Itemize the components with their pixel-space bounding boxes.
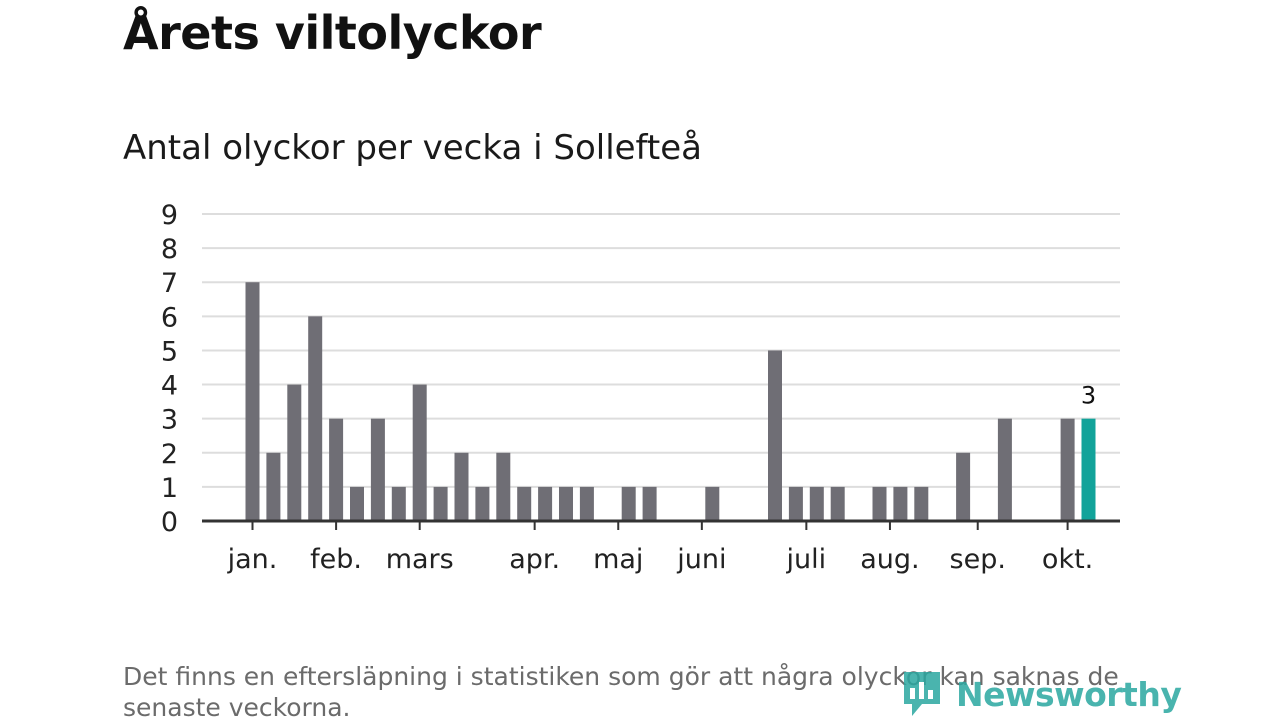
x-tick-label: juni — [676, 544, 726, 575]
bar — [475, 486, 490, 521]
newsworthy-logo: Newsworthy — [900, 668, 1182, 720]
bar — [893, 486, 908, 521]
bar — [391, 486, 406, 521]
y-tick-label: 4 — [161, 371, 178, 402]
bar — [329, 418, 344, 521]
bar — [956, 452, 971, 521]
bar-highlight — [1081, 418, 1096, 521]
x-tick-label: juli — [786, 544, 827, 575]
bar — [245, 282, 260, 521]
x-tick-label: sep. — [950, 544, 1006, 575]
x-tick-label: jan. — [227, 544, 278, 575]
bar — [308, 316, 323, 521]
y-tick-label: 3 — [161, 405, 178, 436]
y-tick-label: 6 — [161, 302, 178, 333]
bar — [287, 384, 302, 521]
x-tick-label: apr. — [509, 544, 560, 575]
bar — [538, 486, 553, 521]
y-tick-label: 9 — [161, 200, 178, 231]
bar — [559, 486, 573, 521]
bar — [370, 418, 385, 521]
chart-subtitle: Antal olyckor per vecka i Sollefteå — [123, 128, 703, 168]
bar — [914, 486, 929, 521]
bar — [412, 384, 427, 521]
bar — [433, 486, 448, 521]
y-tick-label: 1 — [161, 473, 178, 504]
bar — [768, 350, 782, 521]
bar — [809, 486, 824, 521]
x-tick-label: okt. — [1042, 544, 1093, 575]
y-tick-label: 0 — [161, 507, 178, 538]
x-tick-label: feb. — [310, 544, 362, 575]
bar — [517, 486, 532, 521]
bar — [454, 452, 469, 521]
bar — [496, 452, 511, 521]
logo-text: Newsworthy — [956, 674, 1182, 714]
bar — [997, 418, 1012, 521]
bar — [705, 486, 720, 521]
footnote: Det finns en eftersläpning i statistiken… — [123, 662, 1119, 722]
x-tick-label: mars — [386, 544, 454, 575]
bar — [579, 486, 594, 521]
data-label: 3 — [1081, 382, 1096, 410]
x-tick-label: maj — [593, 544, 643, 575]
x-tick-label: aug. — [860, 544, 919, 575]
bar — [350, 486, 364, 521]
y-tick-label: 8 — [161, 234, 178, 265]
bar — [872, 486, 887, 521]
bar — [830, 486, 845, 521]
bar — [642, 486, 657, 521]
y-tick-label: 7 — [161, 268, 178, 299]
newsworthy-logo-icon — [904, 672, 940, 716]
bar — [788, 486, 803, 521]
y-tick-label: 5 — [161, 336, 178, 367]
y-tick-label: 2 — [161, 439, 178, 470]
page-title: Årets viltolyckor — [123, 6, 542, 60]
bar — [266, 452, 281, 521]
bar — [621, 486, 636, 521]
bar — [1060, 418, 1075, 521]
